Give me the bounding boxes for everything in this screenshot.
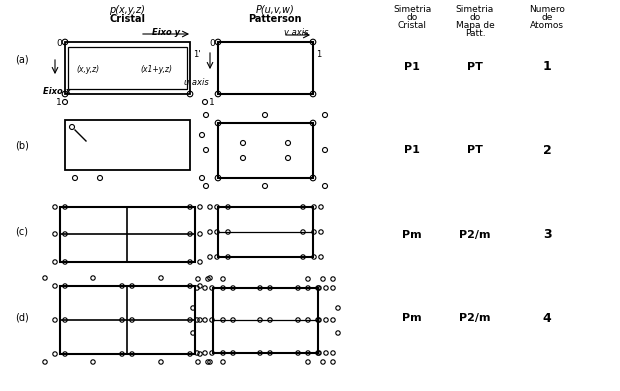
Text: Simetria: Simetria — [456, 5, 494, 14]
Text: do: do — [469, 13, 481, 22]
Text: 0: 0 — [56, 39, 62, 48]
Text: v axis: v axis — [283, 28, 308, 37]
Bar — [60, 207, 195, 262]
Text: Atomos: Atomos — [530, 21, 564, 30]
Text: 1': 1' — [193, 50, 200, 59]
Text: Numero: Numero — [529, 5, 565, 14]
Text: Pm: Pm — [402, 230, 422, 240]
Text: PT: PT — [467, 62, 483, 72]
Text: Patterson: Patterson — [248, 14, 302, 24]
Text: u axis: u axis — [184, 78, 209, 87]
Bar — [218, 207, 313, 257]
Bar — [218, 42, 313, 94]
Text: 1: 1 — [210, 98, 215, 107]
Text: P(u,v,w): P(u,v,w) — [255, 5, 294, 15]
Text: 3: 3 — [542, 228, 551, 242]
Text: Cristal: Cristal — [109, 14, 145, 24]
Bar — [213, 288, 318, 353]
Text: 2: 2 — [542, 143, 551, 156]
Text: p(x,y,z): p(x,y,z) — [109, 5, 145, 15]
Text: Pm: Pm — [402, 313, 422, 323]
Text: (b): (b) — [15, 140, 29, 150]
Text: P2/m: P2/m — [459, 230, 491, 240]
Text: Eixo x: Eixo x — [43, 87, 71, 96]
Text: Mapa de: Mapa de — [456, 21, 494, 30]
Text: Cristal: Cristal — [397, 21, 427, 30]
Text: 0: 0 — [210, 39, 215, 48]
Text: (c): (c) — [16, 227, 29, 237]
Bar — [68, 47, 187, 89]
Bar — [65, 120, 190, 170]
Text: (x1+y,z): (x1+y,z) — [140, 65, 172, 74]
Text: (d): (d) — [15, 313, 29, 323]
Text: Patt.: Patt. — [464, 29, 485, 38]
Bar — [218, 123, 313, 178]
Text: P2/m: P2/m — [459, 313, 491, 323]
Text: 1: 1 — [56, 98, 62, 107]
Text: do: do — [406, 13, 418, 22]
Text: P1: P1 — [404, 62, 420, 72]
Text: 4: 4 — [542, 312, 551, 325]
Text: Simetria: Simetria — [393, 5, 431, 14]
Text: Eixo y: Eixo y — [152, 28, 180, 37]
Text: (x,y,z): (x,y,z) — [76, 65, 99, 74]
Text: P1: P1 — [404, 145, 420, 155]
Text: (a): (a) — [15, 54, 29, 64]
Bar — [65, 42, 190, 94]
Text: PT: PT — [467, 145, 483, 155]
Text: de: de — [541, 13, 552, 22]
Text: 1: 1 — [542, 61, 551, 74]
Bar — [60, 286, 195, 354]
Text: 1: 1 — [316, 50, 321, 59]
